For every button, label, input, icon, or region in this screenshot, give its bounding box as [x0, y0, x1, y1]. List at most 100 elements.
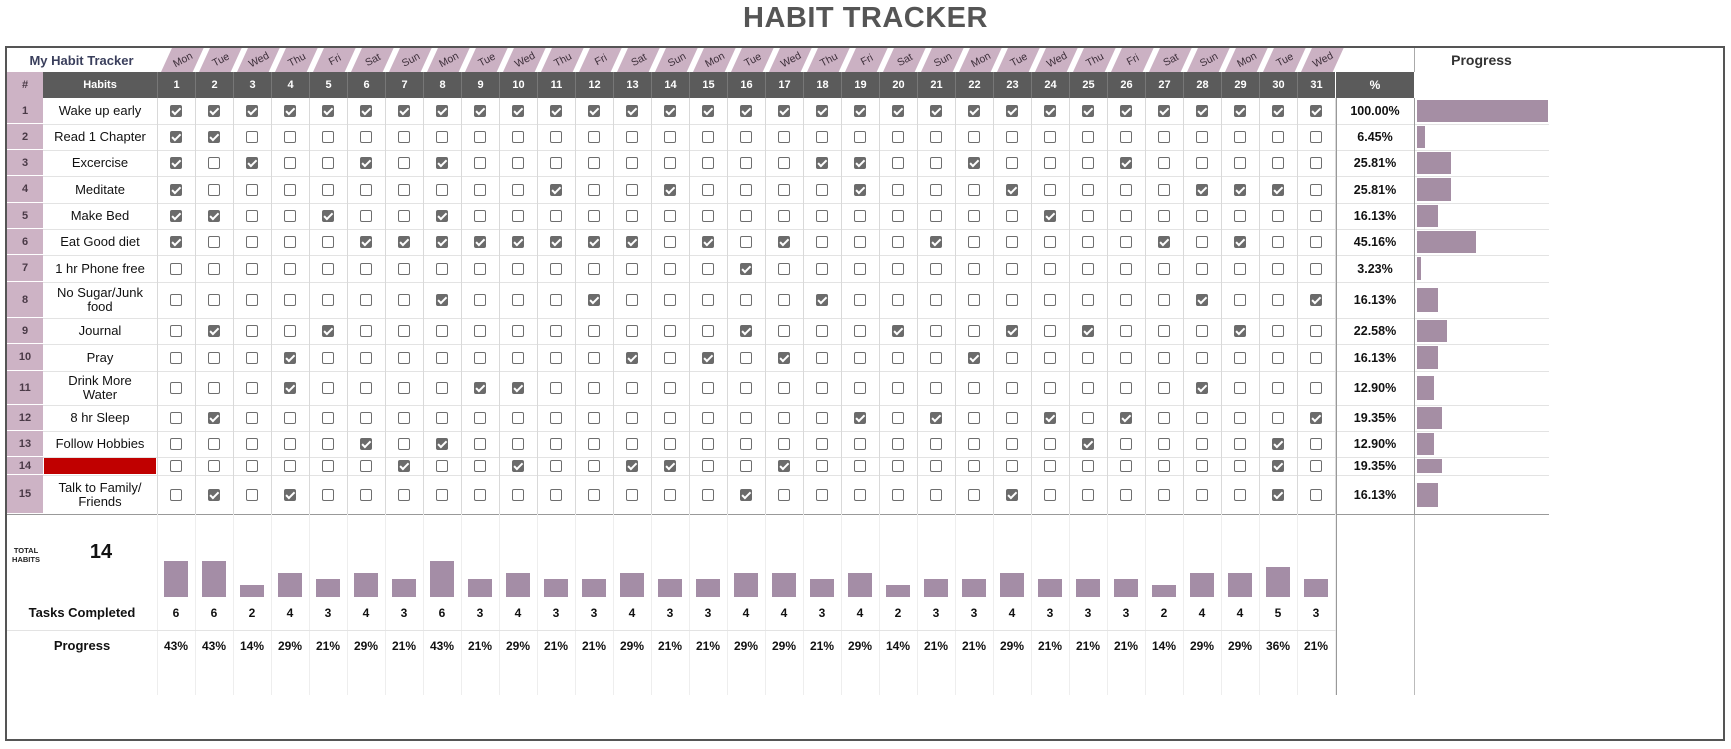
habit-day-checkbox[interactable]: [1234, 412, 1246, 424]
habit-day-checkbox[interactable]: [1044, 131, 1056, 143]
habit-day-checkbox[interactable]: [854, 325, 866, 337]
habit-day-checkbox[interactable]: [322, 438, 334, 450]
habit-day-checkbox[interactable]: [1082, 382, 1094, 394]
habit-day-checkbox[interactable]: [930, 105, 942, 117]
habit-day-checkbox[interactable]: [854, 352, 866, 364]
habit-day-checkbox[interactable]: [474, 438, 486, 450]
habit-day-checkbox[interactable]: [626, 352, 638, 364]
habit-day-checkbox[interactable]: [1044, 412, 1056, 424]
habit-day-checkbox[interactable]: [512, 460, 524, 472]
habit-day-checkbox[interactable]: [474, 105, 486, 117]
habit-day-checkbox[interactable]: [1196, 438, 1208, 450]
habit-day-checkbox[interactable]: [1082, 352, 1094, 364]
habit-day-checkbox[interactable]: [702, 325, 714, 337]
habit-day-checkbox[interactable]: [854, 489, 866, 501]
habit-day-checkbox[interactable]: [588, 412, 600, 424]
habit-day-checkbox[interactable]: [1044, 105, 1056, 117]
habit-day-checkbox[interactable]: [1272, 325, 1284, 337]
habit-day-checkbox[interactable]: [284, 489, 296, 501]
habit-day-checkbox[interactable]: [626, 263, 638, 275]
habit-day-checkbox[interactable]: [512, 438, 524, 450]
habit-day-checkbox[interactable]: [1082, 184, 1094, 196]
habit-day-checkbox[interactable]: [968, 382, 980, 394]
habit-day-checkbox[interactable]: [1120, 460, 1132, 472]
habit-day-checkbox[interactable]: [246, 263, 258, 275]
habit-day-checkbox[interactable]: [360, 460, 372, 472]
habit-day-checkbox[interactable]: [968, 184, 980, 196]
habit-day-checkbox[interactable]: [1082, 460, 1094, 472]
habit-day-checkbox[interactable]: [284, 438, 296, 450]
habit-day-checkbox[interactable]: [968, 352, 980, 364]
habit-day-checkbox[interactable]: [208, 184, 220, 196]
habit-day-checkbox[interactable]: [398, 460, 410, 472]
habit-day-checkbox[interactable]: [398, 157, 410, 169]
habit-day-checkbox[interactable]: [778, 382, 790, 394]
habit-day-checkbox[interactable]: [968, 263, 980, 275]
habit-day-checkbox[interactable]: [1196, 352, 1208, 364]
habit-day-checkbox[interactable]: [1310, 489, 1322, 501]
habit-day-checkbox[interactable]: [360, 438, 372, 450]
habit-day-checkbox[interactable]: [1044, 236, 1056, 248]
habit-day-checkbox[interactable]: [170, 352, 182, 364]
habit-day-checkbox[interactable]: [1310, 131, 1322, 143]
habit-day-checkbox[interactable]: [208, 294, 220, 306]
habit-day-checkbox[interactable]: [1158, 352, 1170, 364]
habit-day-checkbox[interactable]: [1082, 325, 1094, 337]
habit-day-checkbox[interactable]: [436, 489, 448, 501]
habit-day-checkbox[interactable]: [1082, 105, 1094, 117]
habit-day-checkbox[interactable]: [702, 438, 714, 450]
habit-day-checkbox[interactable]: [1082, 131, 1094, 143]
habit-day-checkbox[interactable]: [968, 105, 980, 117]
habit-day-checkbox[interactable]: [322, 352, 334, 364]
habit-day-checkbox[interactable]: [1006, 236, 1018, 248]
habit-day-checkbox[interactable]: [588, 157, 600, 169]
habit-day-checkbox[interactable]: [1158, 210, 1170, 222]
habit-day-checkbox[interactable]: [1044, 263, 1056, 275]
habit-day-checkbox[interactable]: [854, 263, 866, 275]
habit-day-checkbox[interactable]: [170, 489, 182, 501]
habit-day-checkbox[interactable]: [1196, 263, 1208, 275]
habit-day-checkbox[interactable]: [1234, 184, 1246, 196]
habit-day-checkbox[interactable]: [816, 294, 828, 306]
habit-day-checkbox[interactable]: [1196, 236, 1208, 248]
habit-day-checkbox[interactable]: [778, 184, 790, 196]
habit-day-checkbox[interactable]: [474, 352, 486, 364]
habit-day-checkbox[interactable]: [322, 382, 334, 394]
habit-day-checkbox[interactable]: [1310, 157, 1322, 169]
habit-day-checkbox[interactable]: [740, 236, 752, 248]
habit-day-checkbox[interactable]: [968, 236, 980, 248]
habit-day-checkbox[interactable]: [322, 460, 334, 472]
habit-day-checkbox[interactable]: [436, 438, 448, 450]
habit-day-checkbox[interactable]: [1196, 131, 1208, 143]
habit-day-checkbox[interactable]: [816, 412, 828, 424]
habit-day-checkbox[interactable]: [474, 294, 486, 306]
habit-day-checkbox[interactable]: [208, 236, 220, 248]
habit-day-checkbox[interactable]: [1196, 294, 1208, 306]
habit-day-checkbox[interactable]: [892, 157, 904, 169]
habit-day-checkbox[interactable]: [968, 131, 980, 143]
habit-day-checkbox[interactable]: [930, 438, 942, 450]
habit-day-checkbox[interactable]: [1006, 131, 1018, 143]
habit-day-checkbox[interactable]: [246, 382, 258, 394]
habit-day-checkbox[interactable]: [1120, 105, 1132, 117]
habit-day-checkbox[interactable]: [1044, 157, 1056, 169]
habit-day-checkbox[interactable]: [588, 263, 600, 275]
habit-day-checkbox[interactable]: [1006, 352, 1018, 364]
habit-day-checkbox[interactable]: [1044, 184, 1056, 196]
habit-day-checkbox[interactable]: [550, 325, 562, 337]
habit-day-checkbox[interactable]: [930, 412, 942, 424]
habit-day-checkbox[interactable]: [436, 325, 448, 337]
habit-day-checkbox[interactable]: [626, 236, 638, 248]
habit-day-checkbox[interactable]: [246, 438, 258, 450]
habit-day-checkbox[interactable]: [816, 131, 828, 143]
habit-day-checkbox[interactable]: [1310, 294, 1322, 306]
habit-day-checkbox[interactable]: [892, 325, 904, 337]
habit-day-checkbox[interactable]: [550, 236, 562, 248]
habit-day-checkbox[interactable]: [778, 460, 790, 472]
habit-day-checkbox[interactable]: [1234, 294, 1246, 306]
habit-day-checkbox[interactable]: [1082, 236, 1094, 248]
habit-day-checkbox[interactable]: [1272, 184, 1284, 196]
habit-day-checkbox[interactable]: [246, 131, 258, 143]
habit-day-checkbox[interactable]: [740, 438, 752, 450]
habit-day-checkbox[interactable]: [322, 325, 334, 337]
